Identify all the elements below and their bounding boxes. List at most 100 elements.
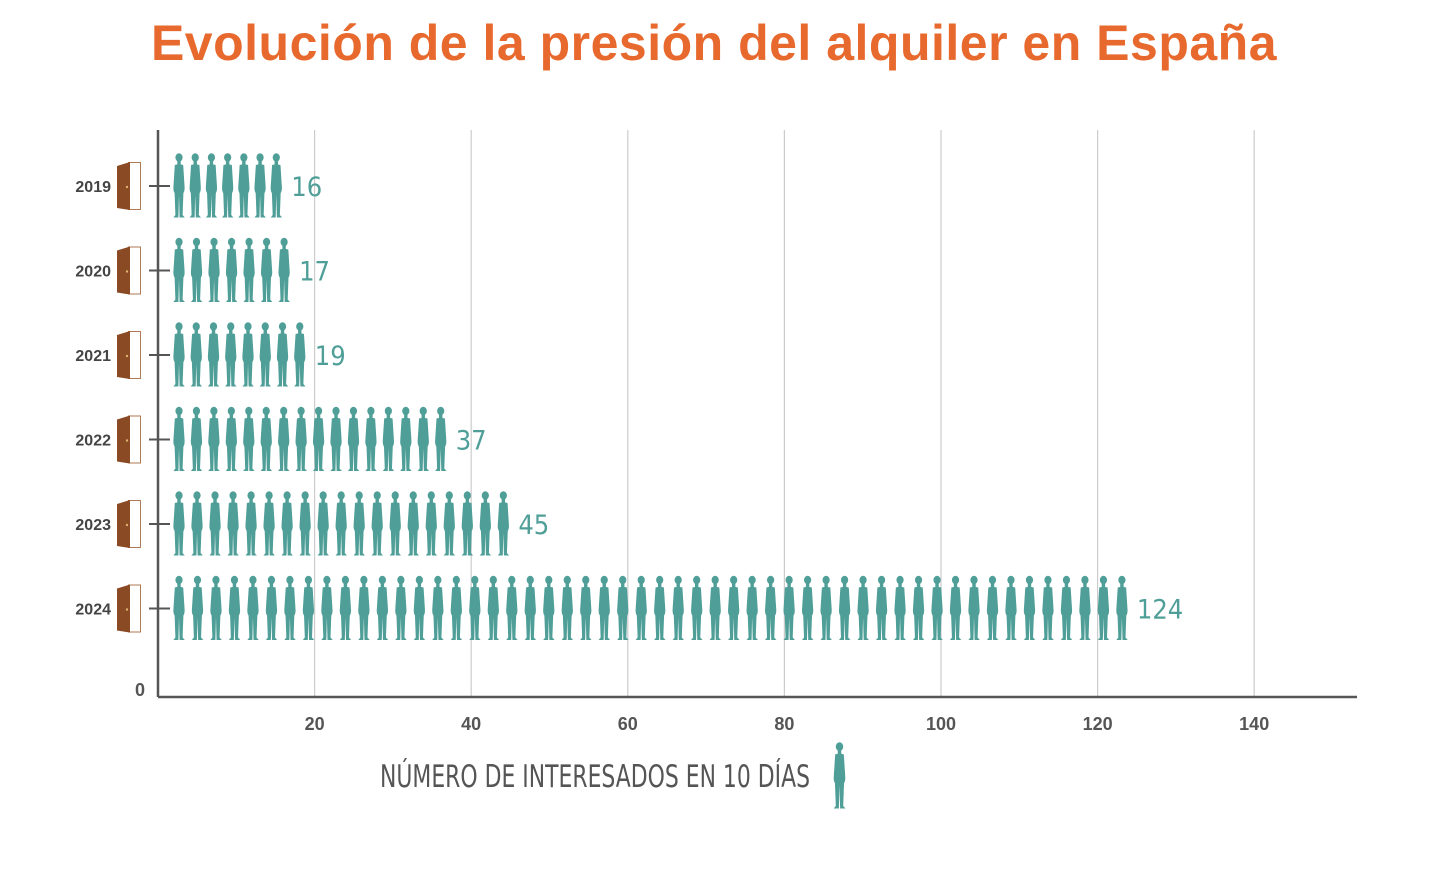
person-icon xyxy=(894,575,906,640)
person-icon xyxy=(278,237,290,302)
bar xyxy=(173,491,510,556)
person-icon xyxy=(335,491,347,556)
person-icon xyxy=(243,237,255,302)
person-icon xyxy=(986,575,999,640)
person-icon xyxy=(225,237,238,302)
person-icon xyxy=(173,575,185,640)
person-icon xyxy=(284,575,296,640)
person-icon xyxy=(425,491,438,556)
person-icon xyxy=(208,406,220,471)
person-icon xyxy=(765,575,777,640)
person-icon xyxy=(450,575,463,640)
person-icon xyxy=(857,575,869,640)
person-icon xyxy=(413,575,426,640)
person-icon xyxy=(208,237,220,302)
person-icon xyxy=(1116,575,1128,640)
person-icon xyxy=(654,575,666,640)
person-icon xyxy=(487,575,500,640)
person-icon xyxy=(691,575,703,640)
person-icon xyxy=(497,491,510,556)
door-icon xyxy=(117,246,141,295)
person-icon xyxy=(358,575,370,640)
person-icon xyxy=(479,491,492,556)
person-icon xyxy=(1023,575,1036,640)
person-icon xyxy=(1097,575,1110,640)
legend xyxy=(833,742,846,809)
person-icon xyxy=(395,575,407,640)
person-icon xyxy=(294,322,306,387)
person-icon xyxy=(225,322,237,387)
person-icon xyxy=(247,575,259,640)
person-icon xyxy=(243,406,255,471)
x-tick-label: 80 xyxy=(774,714,794,734)
person-icon xyxy=(173,491,185,556)
person-icon xyxy=(173,406,185,471)
person-icon xyxy=(598,575,611,640)
door-icon xyxy=(117,500,141,548)
person-icon xyxy=(801,575,814,640)
person-icon xyxy=(389,491,402,556)
person-icon xyxy=(833,742,846,809)
person-icon xyxy=(435,406,447,471)
person-icon xyxy=(543,575,555,640)
door-icon xyxy=(117,162,141,210)
data-label: 37 xyxy=(456,426,487,457)
person-icon xyxy=(260,406,273,471)
person-icon xyxy=(746,575,758,640)
data-label: 124 xyxy=(1137,595,1183,626)
person-icon xyxy=(189,153,202,218)
bar xyxy=(173,153,283,218)
person-icon xyxy=(617,575,629,640)
x-tick-label: 140 xyxy=(1239,714,1269,734)
door-icon xyxy=(117,331,141,379)
person-icon xyxy=(190,406,203,471)
data-label: 45 xyxy=(518,510,549,541)
person-icon xyxy=(672,575,684,640)
person-icon xyxy=(1005,575,1017,640)
person-icon xyxy=(417,406,430,471)
person-icon xyxy=(635,575,648,640)
x-tick-label: 40 xyxy=(461,714,481,734)
person-icon xyxy=(561,575,574,640)
person-icon xyxy=(432,575,444,640)
person-icon xyxy=(783,575,795,640)
person-icon xyxy=(263,491,275,556)
person-icon xyxy=(371,491,384,556)
x-tick-label: 120 xyxy=(1083,714,1113,734)
person-icon xyxy=(302,575,315,640)
person-icon xyxy=(1079,575,1091,640)
person-icon xyxy=(265,575,278,640)
x-tick-label: 60 xyxy=(618,714,638,734)
person-icon xyxy=(270,153,283,218)
person-icon xyxy=(190,237,203,302)
person-icon xyxy=(254,153,266,218)
person-icon xyxy=(317,491,329,556)
person-icon xyxy=(365,406,377,471)
person-icon xyxy=(259,322,272,387)
y-tick-label: 2022 xyxy=(75,433,111,450)
person-icon xyxy=(207,322,220,387)
person-icon xyxy=(353,491,365,556)
y-tick-label: 2019 xyxy=(75,179,111,196)
person-icon xyxy=(281,491,293,556)
bar xyxy=(173,406,447,471)
person-icon xyxy=(347,406,360,471)
x-tick-label: 100 xyxy=(926,714,956,734)
person-icon xyxy=(205,153,218,218)
person-icon xyxy=(278,406,290,471)
person-icon xyxy=(838,575,851,640)
data-label: 16 xyxy=(291,172,322,203)
person-icon xyxy=(222,153,234,218)
person-icon xyxy=(400,406,412,471)
person-icon xyxy=(245,491,257,556)
person-icon xyxy=(191,575,204,640)
person-icon xyxy=(376,575,389,640)
person-icon xyxy=(382,406,395,471)
person-icon xyxy=(210,575,222,640)
person-icon xyxy=(949,575,962,640)
data-label: 17 xyxy=(299,257,330,288)
person-icon xyxy=(276,322,289,387)
person-icon xyxy=(238,153,250,218)
y-tick-label: 2021 xyxy=(75,348,111,365)
